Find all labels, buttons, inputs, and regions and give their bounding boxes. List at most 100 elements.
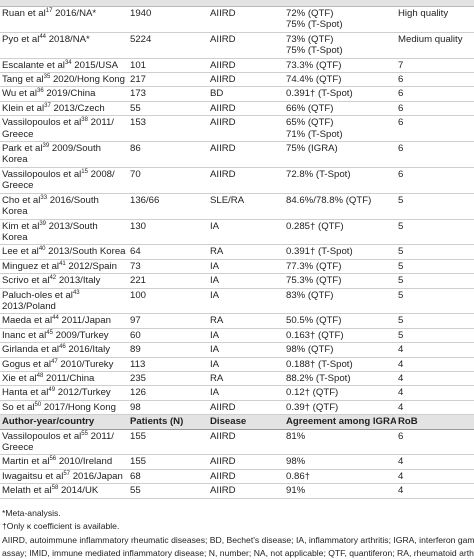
author: Maeda et al (2, 315, 53, 327)
table-row: Cho et al33 2016/South Korea 136/66 SLE/RA… (0, 193, 474, 220)
header-row: Author-year/country Patients (N) Disease Ag… (0, 414, 474, 430)
author-cell: Scrivo et al42 2013/Italy (0, 273, 128, 289)
disease-cell: IA (208, 385, 284, 401)
disease-cell: AIIRD (208, 141, 284, 168)
rob-cell: 4 (396, 400, 474, 416)
disease-cell: AIIRD (208, 7, 284, 33)
author: Wu et al (2, 88, 38, 100)
rob-cell: 4 (396, 357, 474, 372)
reference: 49 (48, 387, 56, 394)
footnote: †Only κ coefficient is available. (2, 521, 120, 532)
year-country: 2009/Turkey (52, 329, 109, 341)
table-row: Gogus et al47 2010/Tureky 113 IA 0.188† (T-… (0, 357, 474, 372)
table-row: Melath et al58 2014/UK 55 AIIRD 91% 4 (0, 483, 474, 499)
agreement-line: 84.6%/78.8% (QTF) (286, 194, 372, 206)
disease-cell: AIIRD (208, 32, 284, 59)
reference: 33 (40, 194, 48, 201)
table-row: Vassilopoulos et al55 2011/ Greece 155 AII… (0, 429, 474, 456)
author-cell: Klein et al37 2013/Czech (0, 101, 128, 117)
header-cell: Patients (N) (128, 414, 208, 430)
author: Tang et al (2, 74, 44, 86)
agreement-cell: 74.4% (QTF) (284, 72, 396, 88)
reference: 58 (51, 485, 59, 492)
rob-cell: 6 (396, 429, 474, 456)
agreement-line: 71% (T-Spot) (286, 128, 343, 140)
header-strip (0, 0, 474, 7)
header-cell: Author-year/country (0, 414, 128, 430)
patients-cell: 98 (128, 400, 208, 416)
author-cell: Wu et al36 2019/China (0, 86, 128, 102)
author: Scrivo et al (2, 275, 50, 287)
reference: 44 (39, 33, 47, 40)
author: Vassilopoulos et al (2, 117, 82, 129)
table-row: Maeda et al44 2011/Japan 97 RA 50.5% (QTF) 5 (0, 313, 474, 329)
agreement-cell: 0.39† (QTF) (284, 400, 396, 416)
year-country: 2016/South Korea (2, 194, 99, 218)
agreement-line: 98% (QTF) (286, 344, 334, 356)
author-cell: Kim et al39 2013/South Korea (0, 219, 128, 246)
disease-cell: AIIRD (208, 429, 284, 456)
agreement-cell: 88.2% (T-Spot) (284, 371, 396, 387)
patients-cell: 130 (128, 219, 208, 246)
agreement-cell: 65% (QTF) 71% (T-Spot) (284, 115, 396, 143)
patients-cell: 70 (128, 167, 208, 194)
year-country: 2011/China (43, 372, 95, 384)
rob-cell: 4 (396, 371, 474, 387)
patients-cell: 97 (128, 313, 208, 329)
author: Kim et al (2, 220, 40, 232)
author: Xie et al (2, 372, 37, 384)
agreement-cell: 0.391† (T-Spot) (284, 244, 396, 260)
author-cell: Ruan et al17 2016/NA* (0, 7, 128, 33)
patients-cell: 60 (128, 328, 208, 344)
disease-cell: IA (208, 328, 284, 344)
author: Lee et al (2, 246, 39, 258)
patients-cell: 173 (128, 86, 208, 102)
year-country: 2016/Italy (65, 344, 111, 356)
agreement-line: 0.39† (QTF) (286, 401, 339, 413)
agreement-cell: 72.8% (T-Spot) (284, 167, 396, 194)
year-country: 2009/South Korea (2, 143, 101, 166)
reference: 35 (43, 73, 51, 80)
year-country: 2013/Czech (50, 102, 105, 114)
disease-cell: AIIRD (208, 167, 284, 194)
rob-cell: 5 (396, 193, 474, 220)
agreement-cell: 91% (284, 483, 396, 499)
agreement-cell: 0.285† (QTF) (284, 219, 396, 246)
disease-cell: SLE/RA (208, 193, 284, 220)
table-row: Vassilopoulos et al15 2008/ Greece 70 AIIR… (0, 167, 474, 194)
patients-cell: 221 (128, 273, 208, 289)
agreement-line: 81% (286, 430, 306, 442)
author-cell: Paluch-oles et al43 2013/Poland (0, 288, 128, 315)
patients-cell: 126 (128, 385, 208, 401)
author: Inanc et al (2, 329, 47, 341)
table-row: Vassilopoulos et al38 2011/ Greece 153 AII… (0, 115, 474, 143)
data-table: Ruan et al17 2016/NA* 1940 AIIRD 72% (QTF) 7… (0, 7, 474, 499)
disease-cell: AIIRD (208, 400, 284, 416)
table-row: Klein et al37 2013/Czech 55 AIIRD 66% (QTF)… (0, 101, 474, 117)
table-row: Xie et al48 2011/China 235 RA 88.2% (T-Spot… (0, 371, 474, 387)
author: Cho et al (2, 194, 41, 206)
reference: 38 (81, 117, 88, 124)
author-cell: Vassilopoulos et al15 2008/ Greece (0, 167, 128, 194)
disease-cell: AIIRD (208, 72, 284, 88)
disease-cell: AIIRD (208, 454, 284, 470)
rob-cell: 5 (396, 328, 474, 344)
agreement-line: 0.163† (QTF) (286, 329, 344, 341)
table-row: Paluch-oles et al43 2013/Poland 100 IA 83% … (0, 288, 474, 315)
author: Paluch-oles et al (2, 289, 73, 301)
agreement-cell: 0.163† (QTF) (284, 328, 396, 344)
agreement-line: 98% (286, 456, 306, 468)
patients-cell: 155 (128, 454, 208, 470)
rob-cell: 5 (396, 313, 474, 329)
year-country: 2008/ Greece (2, 168, 115, 192)
agreement-line: 75% (T-Spot) (286, 45, 343, 57)
reference: 42 (49, 274, 57, 281)
footnote: assay; IMID, immune mediated inflammator… (2, 548, 474, 559)
header-cell: RoB (396, 414, 474, 430)
author-cell: Pyo et al44 2018/NA* (0, 32, 128, 59)
patients-cell: 73 (128, 259, 208, 275)
rob-cell: 6 (396, 72, 474, 88)
author: Melath et al (2, 485, 52, 497)
table-row: Hanta et al49 2012/Turkey 126 IA 0.12† (QTF… (0, 385, 474, 401)
